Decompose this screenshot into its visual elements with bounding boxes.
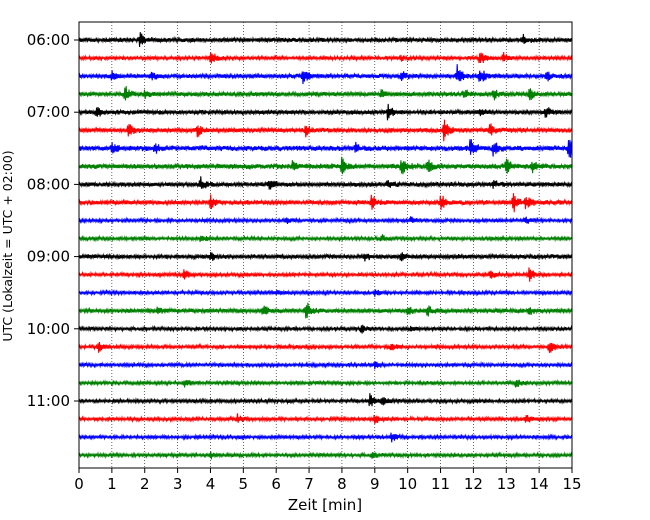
trace-0745 bbox=[78, 156, 573, 175]
x-tick-label: 4 bbox=[206, 475, 216, 493]
y-tick-label: 11:00 bbox=[27, 392, 70, 410]
y-tick-label: 10:00 bbox=[27, 320, 70, 338]
x-tick-label: 0 bbox=[74, 475, 84, 493]
trace-0715 bbox=[78, 119, 573, 142]
x-tick-label: 7 bbox=[304, 475, 314, 493]
x-tick-label: 6 bbox=[271, 475, 281, 493]
trace-0730 bbox=[78, 139, 573, 158]
trace-0930 bbox=[78, 288, 573, 297]
trace-1145 bbox=[78, 451, 573, 460]
trace-1030 bbox=[78, 360, 573, 370]
trace-0700 bbox=[78, 103, 573, 121]
x-tick-label: 9 bbox=[370, 475, 380, 493]
trace-1000 bbox=[78, 324, 573, 334]
trace-0800 bbox=[78, 176, 573, 190]
trace-1115 bbox=[78, 413, 573, 424]
trace-0645 bbox=[78, 86, 573, 101]
trace-0915 bbox=[78, 267, 573, 282]
trace-0815 bbox=[78, 193, 573, 213]
x-axis-ticks: 0 1 2 3 4 5 6 7 8 9 10 11 12 13 14 15 bbox=[74, 468, 582, 493]
trace-0900 bbox=[78, 252, 573, 262]
vertical-grid bbox=[111, 22, 540, 468]
trace-0830 bbox=[78, 216, 573, 225]
x-tick-label: 2 bbox=[140, 475, 150, 493]
x-axis-label: Zeit [min] bbox=[288, 496, 362, 514]
y-tick-label: 09:00 bbox=[27, 248, 70, 266]
x-tick-label: 14 bbox=[530, 475, 549, 493]
trace-1015 bbox=[78, 341, 573, 353]
seismic-traces bbox=[78, 32, 573, 460]
trace-0945 bbox=[78, 302, 573, 319]
y-axis-ticks: 06:00 07:00 08:00 09:00 10:00 11:00 bbox=[27, 31, 79, 410]
trace-1100 bbox=[78, 393, 573, 407]
x-tick-label: 1 bbox=[107, 475, 117, 493]
trace-0630 bbox=[78, 64, 573, 85]
y-tick-label: 07:00 bbox=[27, 103, 70, 121]
trace-0600 bbox=[78, 32, 573, 47]
y-tick-label: 08:00 bbox=[27, 175, 70, 193]
trace-0615 bbox=[78, 52, 573, 64]
x-tick-label: 5 bbox=[239, 475, 249, 493]
y-axis-label: UTC (Lokalzeit = UTC + 02:00) bbox=[0, 150, 15, 341]
x-tick-label: 15 bbox=[562, 475, 581, 493]
x-tick-label: 11 bbox=[431, 475, 450, 493]
trace-1130 bbox=[78, 432, 573, 443]
trace-0845 bbox=[78, 234, 573, 243]
x-tick-label: 13 bbox=[497, 475, 516, 493]
x-tick-label: 12 bbox=[464, 475, 483, 493]
plot-frame bbox=[78, 21, 573, 469]
x-tick-label: 8 bbox=[337, 475, 347, 493]
x-tick-label: 3 bbox=[173, 475, 183, 493]
y-tick-label: 06:00 bbox=[27, 31, 70, 49]
trace-1045 bbox=[78, 378, 573, 388]
x-tick-label: 10 bbox=[398, 475, 417, 493]
